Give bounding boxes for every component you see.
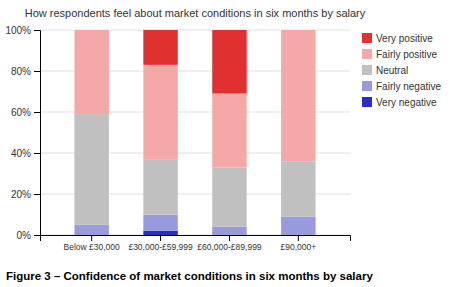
- axis-domain: [41, 236, 351, 242]
- title: How respondents feel about market condit…: [25, 7, 366, 19]
- grid: [40, 30, 350, 235]
- tick: 80%: [11, 66, 40, 77]
- tick: 20%: [11, 189, 40, 200]
- caption: Figure 3 – Confidence of market conditio…: [6, 270, 373, 282]
- tick-mark: [160, 235, 161, 241]
- legend-label: Fairly positive: [376, 49, 438, 60]
- tick: 100%: [5, 25, 40, 36]
- tick: 0%: [17, 230, 40, 241]
- bar: [212, 30, 246, 94]
- bar: [212, 167, 246, 226]
- legend-swatch: [362, 65, 372, 75]
- tick-label: 0%: [17, 230, 32, 241]
- bar: [212, 94, 246, 168]
- bar: [281, 161, 315, 216]
- tick: £60,000-£89,999: [197, 235, 262, 252]
- tick-label: 80%: [11, 66, 31, 77]
- bar: [143, 159, 177, 214]
- legend-swatch: [362, 81, 372, 91]
- legend-label: Fairly negative: [376, 81, 441, 92]
- tick-mark: [34, 153, 40, 154]
- legend-label: Very positive: [376, 33, 433, 44]
- tick: Below £30,000: [64, 235, 121, 252]
- tick-label: £30,000-£59,999: [128, 242, 193, 252]
- legend-swatch: [362, 33, 372, 43]
- plot: 0% 20% 40% 60% 80% 100% Below £30,000 £30,000-£…: [5, 25, 350, 252]
- tick-label: £90,000+: [280, 242, 316, 252]
- bar: [143, 231, 177, 235]
- legend-swatch: [362, 49, 372, 59]
- bars: [74, 30, 315, 235]
- tick-label: 40%: [11, 148, 31, 159]
- tick-label: 60%: [11, 107, 31, 118]
- chart: How respondents feel about market condit…: [0, 0, 450, 287]
- tick-mark: [34, 112, 40, 113]
- bar: [281, 217, 315, 235]
- bar: [281, 30, 315, 161]
- bar: [143, 215, 177, 231]
- y-axis: 0% 20% 40% 60% 80% 100%: [5, 25, 40, 241]
- bar: [212, 227, 246, 235]
- tick-label: Below £30,000: [64, 242, 121, 252]
- legend-item: Neutral: [362, 65, 408, 76]
- tick: 40%: [11, 148, 40, 159]
- series: [74, 114, 315, 227]
- bar: [281, 30, 315, 31]
- tick: 60%: [11, 107, 40, 118]
- bar: [74, 225, 108, 235]
- legend-swatch: [362, 97, 372, 107]
- tick-mark: [229, 235, 230, 241]
- tick-mark: [34, 235, 40, 236]
- series: [74, 215, 315, 236]
- series: [143, 30, 246, 94]
- legend: Very positive Fairly positive Neutral Fairl…: [362, 33, 441, 108]
- tick-label: 100%: [5, 25, 31, 36]
- series: [143, 231, 177, 235]
- bar: [143, 65, 177, 159]
- series: [74, 30, 315, 167]
- tick: £30,000-£59,999: [128, 235, 193, 252]
- legend-label: Very negative: [376, 97, 437, 108]
- tick-label: £60,000-£89,999: [197, 242, 262, 252]
- tick: £90,000+: [280, 235, 316, 252]
- legend-item: Very negative: [362, 97, 437, 108]
- tick-mark: [91, 235, 92, 241]
- tick-mark: [298, 235, 299, 241]
- axis-domain: [34, 31, 41, 236]
- bar: [74, 30, 108, 114]
- bar: [143, 30, 177, 65]
- legend-item: Fairly negative: [362, 81, 441, 92]
- bar: [74, 30, 108, 31]
- tick-label: 20%: [11, 189, 31, 200]
- legend-item: Fairly positive: [362, 49, 438, 60]
- tick-mark: [34, 71, 40, 72]
- x-axis: Below £30,000 £30,000-£59,999 £60,000-£89,…: [41, 235, 351, 252]
- legend-item: Very positive: [362, 33, 433, 44]
- tick-mark: [34, 30, 40, 31]
- legend-label: Neutral: [376, 65, 408, 76]
- tick-mark: [34, 194, 40, 195]
- bar: [74, 114, 108, 225]
